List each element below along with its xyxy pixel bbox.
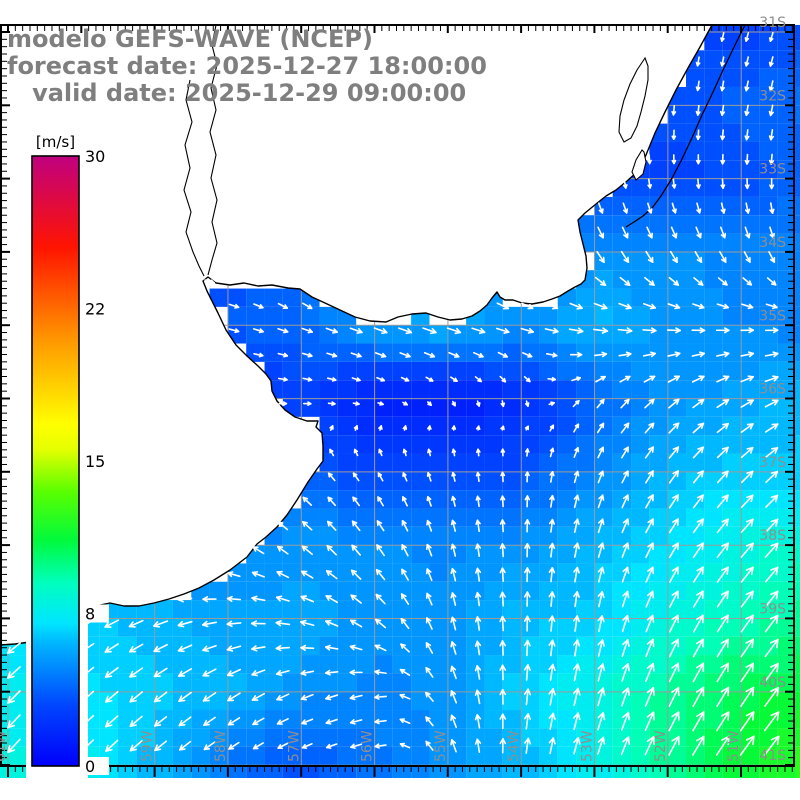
lat-label: 39S bbox=[759, 602, 786, 618]
colorbar-gradient bbox=[31, 155, 80, 767]
map-frame-ticks bbox=[0, 24, 795, 777]
lat-label: 33S bbox=[759, 162, 786, 178]
wave-speed-cells bbox=[0, 25, 800, 778]
colorbar-tick-label: 8 bbox=[85, 605, 95, 624]
lon-label: 53W bbox=[580, 730, 596, 762]
lon-label: 57W bbox=[286, 730, 302, 762]
lat-label: 38S bbox=[759, 528, 786, 544]
wind-direction-arrows bbox=[7, 32, 780, 756]
lat-label: 34S bbox=[759, 235, 786, 251]
colorbar: [m/s] 30 22 15 8 0 bbox=[26, 110, 109, 782]
colorbar-tick-label: 0 bbox=[85, 757, 95, 776]
colorbar-tick-label: 30 bbox=[85, 147, 105, 166]
colorbar-unit-label: [m/s] bbox=[36, 133, 75, 151]
lon-label: 59W bbox=[140, 730, 156, 762]
lon-label: 61W bbox=[0, 730, 9, 762]
lat-label: 40S bbox=[759, 675, 786, 691]
colorbar-tick-label: 15 bbox=[85, 452, 105, 471]
colorbar-tick-label: 22 bbox=[85, 300, 105, 319]
lat-label: 41S bbox=[759, 748, 786, 764]
lon-label: 51W bbox=[726, 730, 742, 762]
lat-label: 31S bbox=[759, 15, 786, 31]
lat-label: 32S bbox=[759, 88, 786, 104]
land-coastline bbox=[0, 24, 746, 646]
lon-label: 52W bbox=[653, 730, 669, 762]
lon-label: 55W bbox=[433, 730, 449, 762]
lon-label: 54W bbox=[506, 730, 522, 762]
lat-label: 37S bbox=[759, 455, 786, 471]
axis-labels: 31S32S33S34S35S36S37S38S39S40S41S61W60W5… bbox=[0, 15, 786, 764]
lon-label: 58W bbox=[213, 730, 229, 762]
lat-label: 35S bbox=[759, 308, 786, 324]
lat-label: 36S bbox=[759, 382, 786, 398]
lon-label: 56W bbox=[360, 730, 376, 762]
